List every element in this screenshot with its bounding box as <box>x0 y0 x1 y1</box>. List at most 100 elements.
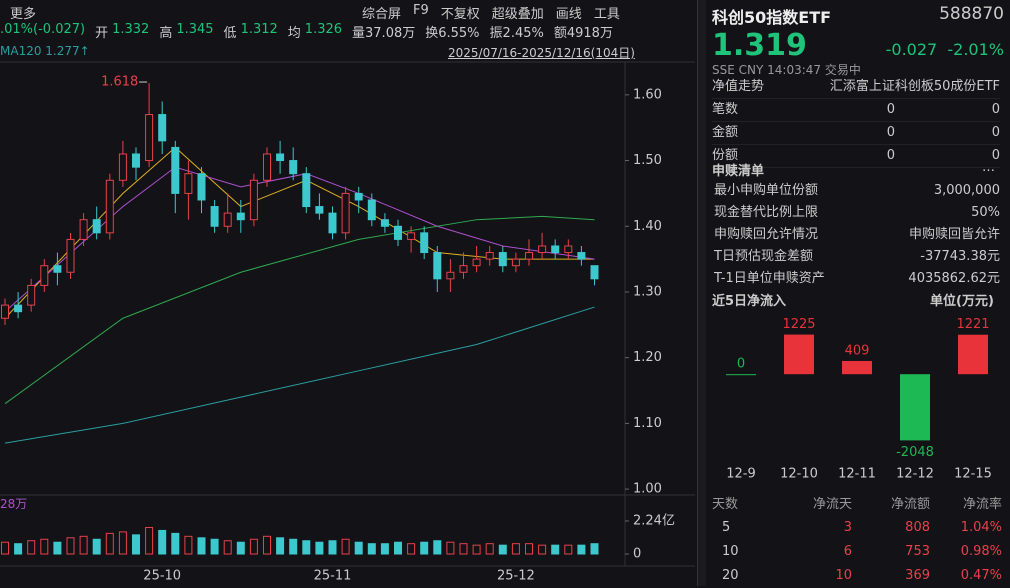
volume-bar <box>289 538 298 555</box>
info-row: 份额 0 0 <box>712 145 1000 168</box>
volume-bar <box>249 538 258 555</box>
table-cell: 3 <box>843 520 852 535</box>
date-range[interactable]: 2025/07/16-2025/12/16(104日) <box>448 46 635 60</box>
candle-body <box>498 252 507 267</box>
candle-body <box>14 304 23 313</box>
table-cell: 808 <box>905 520 930 535</box>
volume-bar <box>79 535 88 555</box>
flow-label: 0 <box>737 357 745 372</box>
header-cell: 天数 <box>712 497 739 512</box>
redeem-cell: 50% <box>971 205 1000 220</box>
volume-bar <box>1 541 9 555</box>
stat: 额4918万 <box>553 26 613 41</box>
more-button[interactable]: 更多 <box>10 7 37 22</box>
redeem-row: T-1日单位申赎资产 4035862.62元 <box>714 268 1000 290</box>
table-cell: 6 <box>843 544 852 559</box>
info-cell: 金额 <box>712 125 739 140</box>
candle-body <box>328 212 337 234</box>
candle-body <box>236 212 245 221</box>
volume-bar <box>184 535 193 555</box>
volume-bar <box>420 541 429 555</box>
candle-body <box>433 252 442 280</box>
candle-body <box>302 173 311 208</box>
volume-bar <box>40 538 49 555</box>
change-pct: -2.01% <box>947 40 1004 59</box>
menu: 综合屏 F9 不复权 超级叠加 画线 工具 <box>362 3 620 22</box>
x-tick-label: 25-10 <box>143 569 181 584</box>
volume-bar <box>105 532 114 555</box>
quote-panel: 科创50指数ETF 588870 1.319 -0.027 -2.01% SSE C… <box>712 4 1004 78</box>
redeem-row: 最小申购单位份额 3,000,000 <box>714 180 1000 202</box>
menu-item[interactable]: F9 <box>413 3 429 18</box>
redeem-cell: T-1日单位申赎资产 <box>714 271 825 286</box>
flow-category: 12-12 <box>896 467 934 482</box>
redeem: 最小申购单位份额 3,000,000 现金替代比例上限 50% 申购赎回允许情况 申购赎回… <box>714 180 1000 290</box>
fund-code: 588870 <box>939 4 1004 24</box>
volume-bar <box>459 543 468 555</box>
flow-table: 天数 净流天 净流额 净流率 5 3 808 1.04% 10 6 753 0.98% 20 10 369 0… <box>712 494 1002 588</box>
candle-body <box>420 232 429 254</box>
flow-label: -2048 <box>896 445 934 460</box>
candle-body <box>446 271 455 280</box>
table-cell: 1.04% <box>960 520 1002 535</box>
volume-bar <box>525 543 533 555</box>
candle-body <box>118 153 127 181</box>
candle-body <box>40 265 49 286</box>
menu-item[interactable]: 工具 <box>593 7 620 22</box>
menu-item[interactable]: 综合屏 <box>362 7 402 22</box>
redeem-cell: 现金替代比例上限 <box>714 205 819 220</box>
ma-name: MA120 <box>0 44 42 58</box>
stat: 1.332 <box>112 22 150 37</box>
table-cell: 5 <box>722 520 731 535</box>
info-row: 金额 0 0 <box>712 122 1000 145</box>
redeem-title: 申赎清单 <box>712 164 765 179</box>
stat: 1.312 <box>240 22 278 37</box>
menu-item[interactable]: 不复权 <box>440 7 480 22</box>
stat: 量37.08万 <box>352 26 416 41</box>
info-cell: 净值走势 <box>712 79 765 94</box>
flow-title: 近5日净流入 <box>712 294 787 309</box>
candle-body <box>276 153 285 162</box>
flow-category: 12-9 <box>726 467 756 482</box>
stat: 换6.55% <box>425 26 480 41</box>
candle-body <box>223 212 232 227</box>
header-cell: 净流天 <box>812 497 852 512</box>
volume-bar <box>92 538 101 555</box>
header-cell: 净流额 <box>890 497 930 512</box>
volume-bar <box>590 543 599 555</box>
volume-bar <box>14 543 23 555</box>
volume-bar <box>367 543 376 555</box>
stat: 1.345 <box>176 22 214 37</box>
volume-bar <box>485 543 494 555</box>
peak-label: 1.618 <box>101 75 138 90</box>
volume-bar <box>498 544 507 555</box>
menu-item[interactable]: 超级叠加 <box>491 7 544 22</box>
stat: 振2.45% <box>489 26 544 41</box>
candle-body <box>158 114 167 142</box>
y-tick-label: 1.10 <box>633 416 662 431</box>
table-row: 20 10 369 0.47% <box>712 564 1002 588</box>
candle-body <box>263 153 271 181</box>
volume-bar <box>197 537 206 555</box>
volume-bar <box>27 540 36 555</box>
volume-bar <box>577 544 586 555</box>
redeem-cell: 申购赎回皆允许 <box>908 227 1000 242</box>
volume-bar <box>223 540 232 555</box>
volume-bar <box>315 541 324 555</box>
volume-bar <box>446 541 455 555</box>
stat: 低 <box>223 26 237 41</box>
candle-body <box>289 160 298 175</box>
menu-item[interactable]: 画线 <box>555 7 582 22</box>
y-tick-label: 1.40 <box>633 219 662 234</box>
change-abs: -0.027 <box>885 40 938 59</box>
info-cell: 0 <box>886 125 895 140</box>
candle-body <box>145 114 154 162</box>
more-dots[interactable]: … <box>982 160 995 175</box>
candle-body <box>105 179 114 234</box>
header-cell: 净流率 <box>962 497 1002 512</box>
y-tick-label: 1.30 <box>633 284 662 299</box>
vol-label: 28万 <box>0 497 28 511</box>
candle-body <box>27 284 36 306</box>
ma-line <box>4 166 595 313</box>
volume-bar <box>145 526 154 555</box>
